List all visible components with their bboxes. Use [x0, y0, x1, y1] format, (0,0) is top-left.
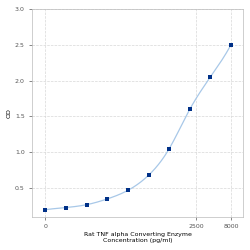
Point [85, 203, 89, 207]
X-axis label: Rat TNF alpha Converting Enzyme
Concentration (pg/ml): Rat TNF alpha Converting Enzyme Concentr… [84, 232, 192, 243]
Point [208, 75, 212, 79]
Point [229, 43, 233, 47]
Point [146, 173, 150, 177]
Point [64, 206, 68, 210]
Point [188, 107, 192, 111]
Point [105, 197, 109, 201]
Point [44, 208, 48, 212]
Point [126, 188, 130, 192]
Point [167, 147, 171, 151]
Y-axis label: OD: OD [7, 108, 12, 118]
